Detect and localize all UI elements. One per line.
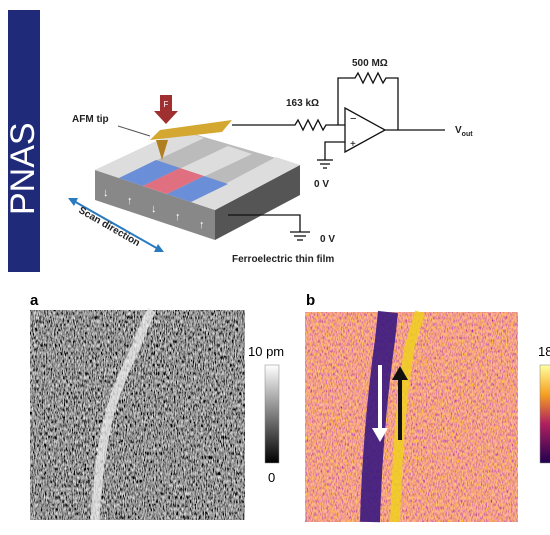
input-resistor-label: 163 kΩ [286,98,319,109]
arrow-icon: ↑ [127,195,133,207]
panel-label: b [306,292,315,309]
force-arrow-head [154,111,178,124]
schematic: ↓ ↑ ↓ ↑ ↑ Scan direction AFM tip F [68,58,473,265]
arrow-icon: ↑ [175,211,181,223]
film-label: Ferroelectric thin film [232,254,334,265]
panel-label: a [30,292,39,309]
output-label: Vout [455,125,473,138]
panel-a: a 10 pm 0 [30,292,284,520]
colorbar-min: 0 [268,470,275,485]
plus-sign: + [350,139,356,150]
figure: PNAS ↓ ↑ ↓ ↑ ↑ Scan direction AFM tip [0,0,550,535]
feedback-resistor-label: 500 MΩ [352,58,388,69]
arrow-icon: ↓ [151,203,157,215]
colorbar-max: 18 [538,344,550,359]
colorbar [540,365,550,463]
pointer [118,126,150,136]
arrow-icon: ↓ [103,187,109,199]
colorbar [265,365,279,463]
ground-label: 0 V [320,234,335,245]
feedback-resistor [338,73,398,130]
input-resistor [232,120,345,130]
tip-label: AFM tip [72,114,109,125]
logo: PNAS [4,10,42,272]
force-label: F [164,100,169,109]
logo-text: PNAS [4,122,42,215]
ground-wire [325,142,345,160]
arrow-icon: ↑ [199,219,205,231]
panel-b: b 18 [305,292,550,522]
output-subscript: out [462,131,474,138]
colorbar-max: 10 pm [248,344,284,359]
minus-sign: − [350,113,356,125]
ground-label: 0 V [314,179,329,190]
